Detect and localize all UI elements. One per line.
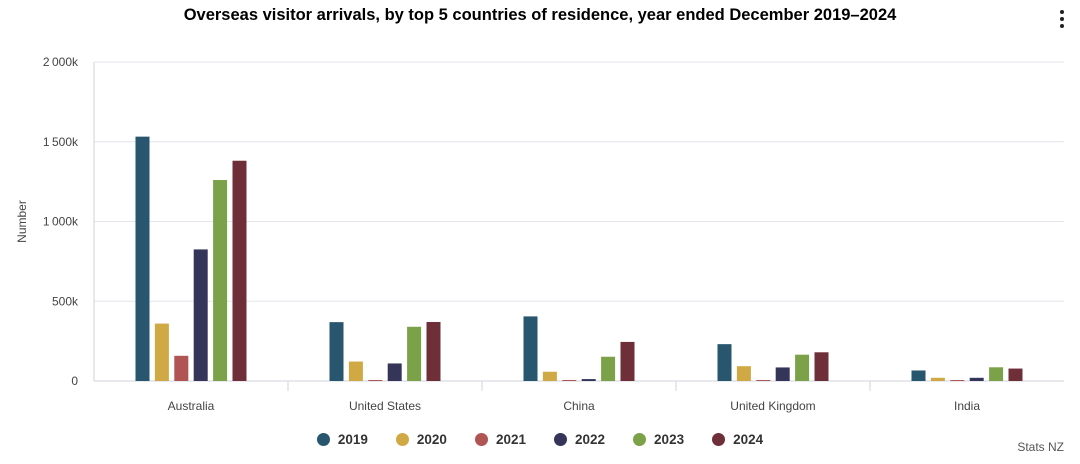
y-tick-label: 1 000k xyxy=(43,215,79,229)
legend-item-2021[interactable]: 2021 xyxy=(474,432,526,447)
chart-title: Overseas visitor arrivals, by top 5 coun… xyxy=(183,6,897,24)
bar-2021-china xyxy=(562,380,577,381)
bar-2024-china xyxy=(620,341,635,381)
y-axis-title: Number xyxy=(15,200,29,243)
legend-marker xyxy=(712,433,726,446)
x-tick-label: United States xyxy=(349,399,421,413)
bar-2022-australia xyxy=(193,249,208,381)
legend-label: 2023 xyxy=(654,432,685,447)
bar-2019-united-kingdom xyxy=(717,344,732,381)
y-tick-label: 500k xyxy=(52,294,79,308)
bar-2020-australia xyxy=(154,323,169,381)
bar-2023-india xyxy=(989,367,1004,381)
credits: Stats NZ xyxy=(1017,440,1064,454)
y-tick-label: 2 000k xyxy=(43,55,79,69)
bar-2020-india xyxy=(930,377,945,381)
legend-item-2020[interactable]: 2020 xyxy=(395,432,447,447)
legend: 2019 2020 2021 2022 2023 2024 xyxy=(0,432,1080,447)
legend-label: 2020 xyxy=(416,432,447,447)
menu-dot xyxy=(1060,10,1064,14)
legend-label: 2019 xyxy=(337,432,368,447)
menu-dot xyxy=(1060,24,1064,28)
bar-2021-australia xyxy=(174,355,189,381)
bar-2022-united-kingdom xyxy=(775,367,790,381)
legend-marker xyxy=(395,433,409,446)
bar-2022-china xyxy=(581,379,596,381)
bar-2021-united-states xyxy=(368,380,383,381)
bar-2024-india xyxy=(1008,368,1023,381)
x-tick-label: Australia xyxy=(168,399,215,413)
x-tick-label: China xyxy=(563,399,595,413)
y-tick-label: 1 500k xyxy=(43,135,79,149)
bar-2021-united-kingdom xyxy=(756,380,771,381)
x-tick-label: United Kingdom xyxy=(730,399,815,413)
bar-2023-united-kingdom xyxy=(795,354,810,381)
bar-2024-australia xyxy=(232,160,247,381)
legend-item-2023[interactable]: 2023 xyxy=(633,432,684,447)
legend-label: 2022 xyxy=(575,432,606,447)
bar-chart: 0 500k 1 000k 1 500k 2 000k Number Australia Un… xyxy=(15,55,1064,413)
legend-label: 2021 xyxy=(495,432,526,447)
menu-dot xyxy=(1060,17,1064,21)
bar-2019-china xyxy=(523,316,538,381)
legend-marker xyxy=(316,433,330,446)
legend-item-2022[interactable]: 2022 xyxy=(554,432,605,447)
legend-marker xyxy=(633,433,647,446)
bar-2024-united-states xyxy=(426,321,441,381)
bar-2023-united-states xyxy=(407,326,422,381)
bar-2019-united-states xyxy=(329,322,344,381)
legend-item-2019[interactable]: 2019 xyxy=(316,432,368,447)
bar-2019-india xyxy=(911,370,926,381)
bar-2020-united-states xyxy=(348,361,363,381)
legend-marker xyxy=(554,433,567,446)
bar-2019-australia xyxy=(135,136,150,381)
x-tick-label: India xyxy=(954,399,980,413)
bar-2023-australia xyxy=(213,180,228,381)
bar-2020-china xyxy=(542,371,557,381)
legend-item-2024[interactable]: 2024 xyxy=(712,432,763,447)
context-menu-icon[interactable] xyxy=(1056,10,1068,32)
legend-marker xyxy=(474,433,488,446)
legend-label: 2024 xyxy=(733,432,764,447)
bar-2020-united-kingdom xyxy=(736,366,751,381)
y-tick-label: 0 xyxy=(71,374,78,388)
bar-2023-china xyxy=(601,356,616,381)
bar-2022-india xyxy=(969,377,984,381)
bar-2021-india xyxy=(950,380,965,381)
bar-2022-united-states xyxy=(387,363,402,381)
bar-2024-united-kingdom xyxy=(814,352,829,381)
